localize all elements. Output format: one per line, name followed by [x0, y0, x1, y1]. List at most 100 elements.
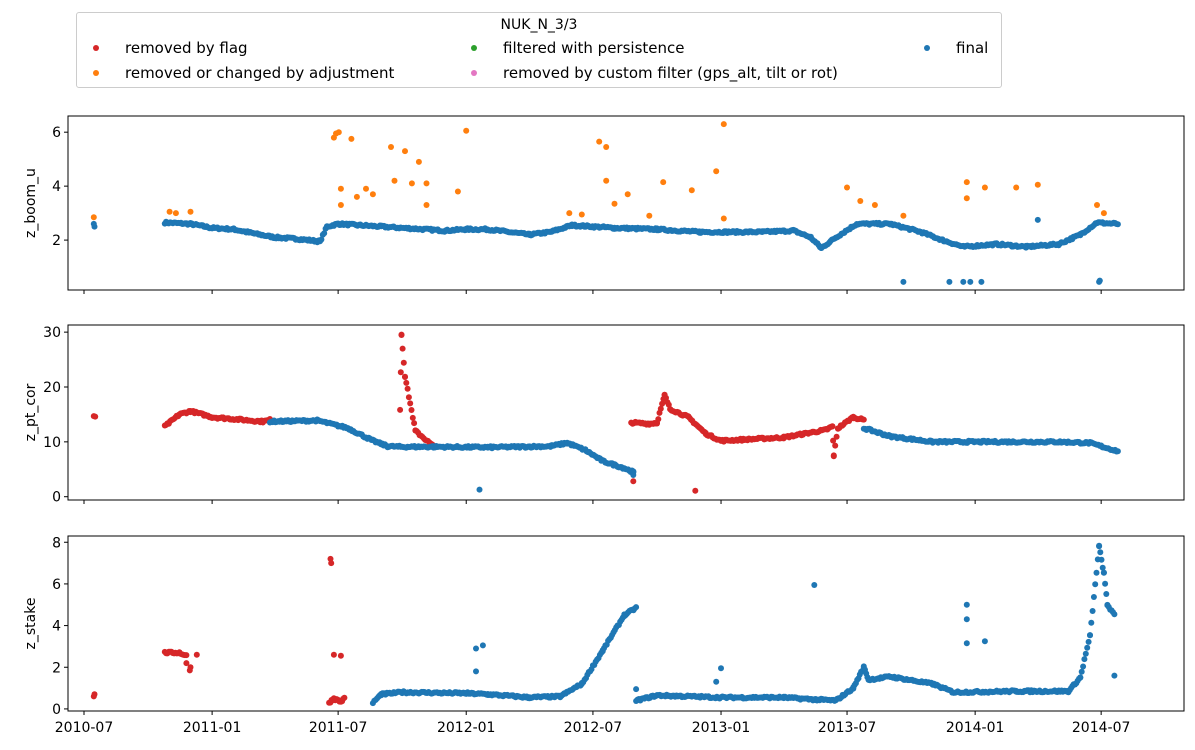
data-point: [1102, 580, 1109, 587]
data-point: [479, 642, 486, 649]
legend-label: final: [956, 39, 989, 57]
series-removed-or-changed-by-adjustment: [90, 121, 1107, 222]
data-point: [409, 414, 416, 421]
data-point: [1085, 638, 1092, 645]
data-point: [720, 215, 727, 222]
data-point: [172, 210, 179, 217]
legend-label: removed by flag: [125, 39, 248, 57]
legend-marker-icon: [471, 70, 477, 76]
data-point: [1082, 650, 1089, 657]
data-point: [183, 652, 190, 659]
data-point: [1098, 556, 1105, 563]
data-point: [404, 385, 411, 392]
data-point: [397, 369, 404, 376]
series-final: [90, 216, 1121, 285]
series-removed-by-flag: [90, 331, 867, 494]
data-point: [369, 191, 376, 198]
data-point: [1089, 608, 1096, 614]
data-point: [363, 185, 369, 192]
data-point: [1111, 672, 1118, 679]
data-point: [1103, 591, 1110, 597]
legend-marker-icon: [93, 45, 99, 51]
legend-item-filtered-persistence: filtered with persistence: [455, 39, 684, 57]
data-point: [718, 665, 724, 672]
data-point: [1093, 569, 1100, 576]
data-point: [1078, 668, 1085, 675]
data-point: [1096, 277, 1103, 284]
x-tick-label: 2013-01: [692, 720, 751, 736]
data-point: [713, 168, 720, 175]
data-point: [963, 616, 970, 623]
data-point: [187, 664, 194, 671]
data-point: [1034, 216, 1041, 223]
data-point: [423, 202, 430, 208]
data-point: [1100, 210, 1107, 217]
axes-frame: [67, 324, 1185, 501]
data-point: [633, 604, 640, 611]
data-point: [981, 184, 988, 191]
legend-item-final: final: [908, 39, 988, 57]
data-point: [335, 129, 342, 136]
data-point: [337, 185, 344, 192]
data-point: [833, 433, 840, 440]
data-point: [400, 359, 407, 366]
data-point: [657, 405, 664, 412]
y-tick-label: 30: [43, 325, 61, 341]
data-point: [603, 177, 610, 184]
data-point: [90, 214, 97, 221]
data-point: [830, 453, 837, 460]
data-point: [318, 236, 325, 243]
data-point: [398, 331, 405, 338]
data-point: [1096, 543, 1103, 550]
data-point: [399, 345, 406, 352]
data-point: [1114, 448, 1121, 455]
y-tick-label: 4: [52, 619, 61, 635]
data-point: [1077, 674, 1084, 681]
data-point: [415, 158, 422, 165]
x-tick-label: 2012-07: [564, 720, 623, 736]
legend-marker-icon: [93, 70, 99, 76]
data-point: [624, 191, 631, 198]
data-point: [341, 694, 348, 701]
data-point: [337, 202, 344, 208]
data-point: [655, 416, 662, 423]
data-point: [963, 179, 970, 186]
data-point: [473, 668, 479, 675]
data-point: [403, 379, 410, 386]
data-point: [388, 144, 394, 150]
data-point: [688, 187, 695, 194]
data-point: [611, 200, 618, 207]
data-point: [871, 202, 878, 208]
data-point: [91, 223, 98, 230]
data-point: [963, 640, 970, 647]
legend-title: NUK_N_3/3: [500, 17, 578, 33]
data-point: [348, 135, 355, 142]
legend-marker-icon: [924, 45, 930, 51]
series-removed-by-flag: [90, 555, 348, 706]
data-point: [1084, 644, 1091, 651]
data-point: [1097, 549, 1104, 556]
data-point: [407, 400, 414, 407]
data-point: [1094, 202, 1100, 208]
series-final: [266, 416, 1121, 493]
data-point: [408, 180, 415, 187]
data-point: [183, 660, 190, 667]
x-tick-label: 2014-07: [1072, 720, 1131, 736]
legend-label: removed by custom filter (gps_alt, tilt …: [503, 64, 838, 82]
legend-item-custom-filter: removed by custom filter (gps_alt, tilt …: [455, 64, 838, 82]
subplot-z_stake: 0 2 4 6 8 z_stake 2010-07 2011-01 2011-07 2012-01…: [23, 535, 1185, 736]
data-point: [630, 478, 637, 485]
data-point: [337, 652, 344, 659]
data-point: [1013, 184, 1020, 191]
subplot-z_pt_cor: 0 10 20 30 z_pt_cor: [23, 324, 1185, 506]
x-tick-label: 2011-07: [309, 720, 368, 736]
legend-item-removed-or-changed: removed or changed by adjustment: [77, 64, 394, 82]
data-point: [408, 407, 415, 413]
axes-layer: 2 4 6 z_boom_u 0 10 20 30 z_pt_cor 0 2 4 6 8 z_stake 20…: [23, 115, 1185, 736]
y-tick-label: 2: [52, 233, 61, 249]
data-point: [402, 148, 408, 155]
data-point: [981, 638, 988, 645]
data-point: [353, 193, 360, 200]
data-point: [692, 487, 699, 494]
